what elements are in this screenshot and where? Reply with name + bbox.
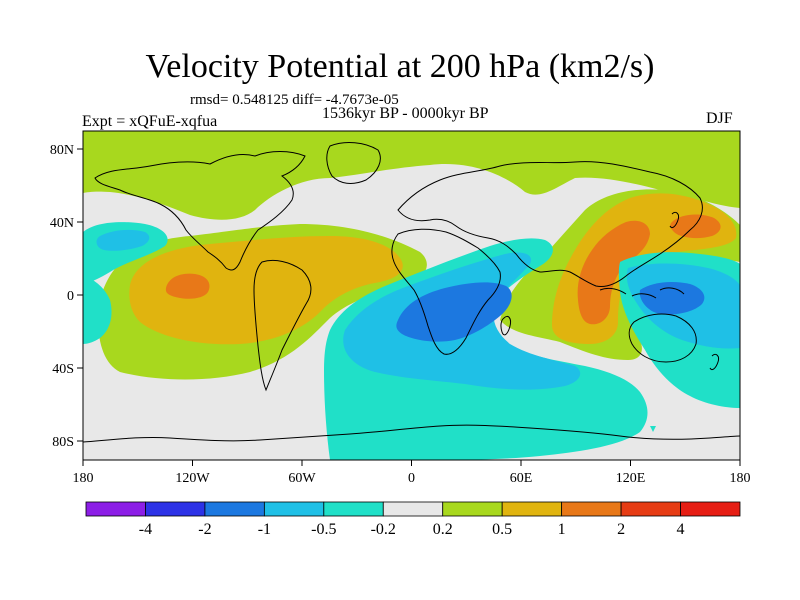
colorbar-swatch xyxy=(561,501,622,517)
colorbar-label: -1 xyxy=(258,521,271,538)
colorbar-label: -0.2 xyxy=(371,521,396,538)
contour-fields xyxy=(83,131,740,460)
new-zealand-coast xyxy=(709,353,719,371)
colorbar xyxy=(85,501,741,517)
colorbar-swatch xyxy=(442,501,503,517)
asia-orange-cell xyxy=(577,220,650,325)
madagascar-coast xyxy=(500,315,511,336)
colorbar-label: 0.5 xyxy=(492,521,512,538)
x-tick-labels: 180 120W 60W 0 60E 120E 180 xyxy=(73,471,751,486)
indonesia-coast xyxy=(599,287,685,299)
colorbar-swatch xyxy=(501,501,563,517)
period-label: 1536kyr BP - 0000kyr BP xyxy=(322,105,489,122)
colorbar-label: 4 xyxy=(677,521,685,538)
x-tick-label: 0 xyxy=(408,471,415,486)
colorbar-swatch xyxy=(145,501,206,517)
x-tick-label: 60E xyxy=(510,471,533,486)
tick-marks xyxy=(77,148,741,466)
north-pacific-lightblue xyxy=(96,229,150,251)
southern-ocean-patch xyxy=(650,426,656,432)
eurasia-coast xyxy=(397,161,703,287)
y-tick-label: 80N xyxy=(50,143,74,158)
experiment-label: Expt = xQFuE-xqfua xyxy=(82,113,218,130)
x-tick-label: 120E xyxy=(616,471,646,486)
colorbar-labels: -4 -2 -1 -0.5 -0.2 0.2 0.5 1 2 4 xyxy=(139,521,685,538)
colorbar-label: -0.5 xyxy=(311,521,336,538)
east-pacific-cyan xyxy=(83,276,112,344)
colorbar-label: 0.2 xyxy=(433,521,453,538)
japan-orange-cell xyxy=(670,214,721,239)
south-america-coast xyxy=(253,259,312,392)
japan-coast xyxy=(669,211,679,229)
antarctica-coast xyxy=(83,424,740,443)
australia-coast xyxy=(628,313,697,363)
y-tick-label: 40N xyxy=(50,216,74,231)
colorbar-swatch xyxy=(323,501,384,517)
africa-blue-cell xyxy=(396,282,512,342)
y-tick-label: 80S xyxy=(52,435,74,450)
x-tick-label: 60W xyxy=(288,471,316,486)
colorbar-swatch xyxy=(382,501,444,517)
colorbar-swatch xyxy=(620,501,681,517)
greenland-coast xyxy=(326,142,381,184)
x-tick-label: 180 xyxy=(730,471,751,486)
north-america-coast xyxy=(94,151,306,271)
stats-label: rmsd= 0.548125 diff= -4.7673e-05 xyxy=(190,92,399,108)
colorbar-swatch xyxy=(680,501,741,517)
pacific-orange-cell xyxy=(165,273,210,299)
pacific-yellow-cell xyxy=(129,236,403,345)
y-tick-label: 40S xyxy=(52,362,74,377)
colorbar-label: 2 xyxy=(617,521,625,538)
season-label: DJF xyxy=(706,110,733,127)
north-green-band xyxy=(83,131,740,220)
x-tick-label: 180 xyxy=(73,471,94,486)
page-title: Velocity Potential at 200 hPa (km2/s) xyxy=(145,48,655,85)
colorbar-label: 1 xyxy=(558,521,566,538)
colorbar-swatch xyxy=(263,501,325,517)
colorbar-swatch xyxy=(204,501,265,517)
colorbar-label: -4 xyxy=(139,521,152,538)
africa-coast xyxy=(391,228,501,355)
colorbar-label: -2 xyxy=(198,521,211,538)
y-tick-label: 0 xyxy=(67,289,74,304)
coastlines xyxy=(83,142,740,443)
y-tick-labels: 80N 40N 0 40S 80S xyxy=(50,143,74,450)
colorbar-swatch xyxy=(85,501,146,517)
maritime-blue-cell xyxy=(639,282,705,315)
x-tick-label: 120W xyxy=(175,471,210,486)
